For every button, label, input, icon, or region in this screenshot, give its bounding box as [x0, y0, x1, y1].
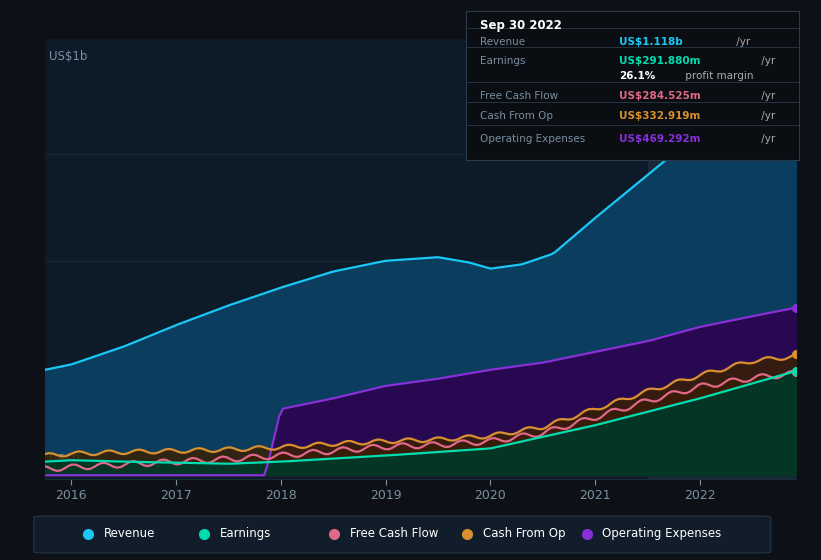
- Text: US$291.880m: US$291.880m: [619, 56, 701, 66]
- Text: /yr: /yr: [759, 91, 776, 101]
- Text: Cash From Op: Cash From Op: [484, 527, 566, 540]
- Text: Free Cash Flow: Free Cash Flow: [350, 527, 438, 540]
- Text: Revenue: Revenue: [479, 36, 525, 46]
- Text: /yr: /yr: [759, 56, 776, 66]
- Bar: [648, 39, 796, 479]
- Text: Operating Expenses: Operating Expenses: [603, 527, 722, 540]
- Text: US$1b: US$1b: [49, 50, 87, 63]
- Text: US$1.118b: US$1.118b: [619, 36, 683, 46]
- Text: profit margin: profit margin: [682, 71, 754, 81]
- FancyBboxPatch shape: [34, 516, 771, 553]
- Text: /yr: /yr: [759, 111, 776, 121]
- Text: Cash From Op: Cash From Op: [479, 111, 553, 121]
- Text: Earnings: Earnings: [479, 56, 525, 66]
- Text: /yr: /yr: [733, 36, 750, 46]
- Text: Revenue: Revenue: [104, 527, 155, 540]
- Text: Free Cash Flow: Free Cash Flow: [479, 91, 557, 101]
- Text: US$332.919m: US$332.919m: [619, 111, 700, 121]
- Text: Sep 30 2022: Sep 30 2022: [479, 20, 562, 32]
- Text: 26.1%: 26.1%: [619, 71, 655, 81]
- Text: US$284.525m: US$284.525m: [619, 91, 701, 101]
- Text: US$0: US$0: [49, 454, 80, 466]
- Text: /yr: /yr: [759, 134, 776, 144]
- Text: US$469.292m: US$469.292m: [619, 134, 701, 144]
- Text: Earnings: Earnings: [219, 527, 271, 540]
- Text: Operating Expenses: Operating Expenses: [479, 134, 585, 144]
